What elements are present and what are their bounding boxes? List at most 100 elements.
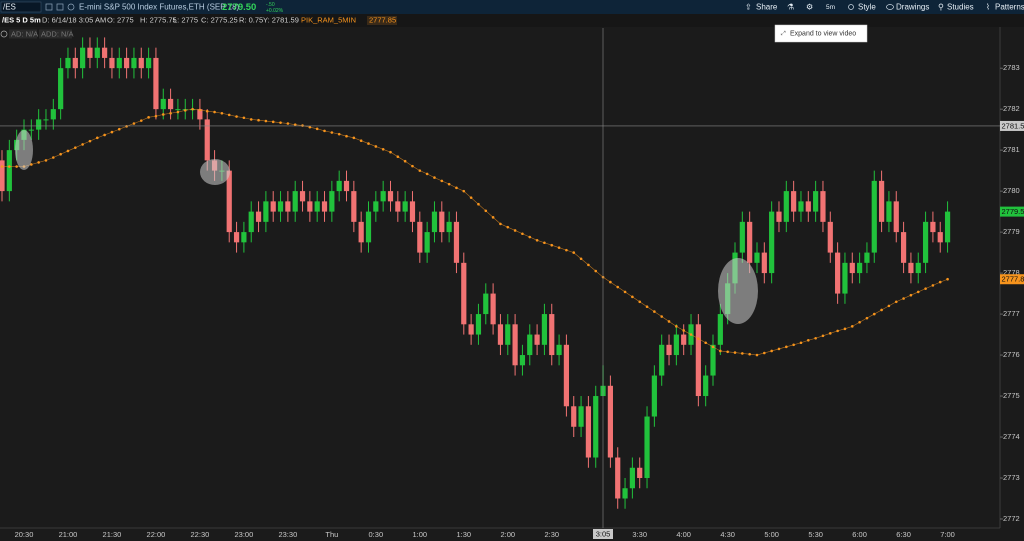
study-dot xyxy=(88,139,92,143)
study-dot xyxy=(528,235,532,239)
info-bar xyxy=(0,14,1024,27)
study-dot xyxy=(587,263,590,267)
candle-body xyxy=(109,57,115,69)
study-dot xyxy=(418,169,422,172)
candle-body xyxy=(659,344,665,376)
study-dot xyxy=(858,320,861,324)
candle-body xyxy=(387,191,394,202)
studies-button[interactable]: Studies xyxy=(947,3,974,12)
candle-body xyxy=(695,324,701,397)
x-tick-label: 20:30 xyxy=(15,530,34,539)
candle-body xyxy=(835,252,841,294)
symbol[interactable]: /ES xyxy=(3,3,16,12)
flask-icon[interactable]: ⚗ xyxy=(787,3,794,12)
drawings-button[interactable]: Drawings xyxy=(896,3,929,12)
style-icon[interactable] xyxy=(848,4,854,10)
candle-body xyxy=(65,57,71,69)
study-dot xyxy=(513,229,517,232)
x-tick-label: 23:00 xyxy=(234,530,253,539)
candle-body xyxy=(893,201,899,233)
candle-body xyxy=(241,232,247,243)
drawings-icon[interactable] xyxy=(886,4,894,10)
patterns-button[interactable]: Patterns xyxy=(995,3,1024,12)
candle-body xyxy=(519,355,526,366)
x-tick-label: 21:00 xyxy=(59,530,78,539)
candle-body xyxy=(321,201,328,212)
candle-body xyxy=(453,221,460,263)
study-dot xyxy=(579,257,583,261)
candle-body xyxy=(710,344,716,376)
symbol-box[interactable] xyxy=(0,1,42,13)
y-tick-label: 2781 xyxy=(1003,145,1020,154)
candle-body xyxy=(827,221,833,253)
candle-body xyxy=(879,180,885,222)
x-tick-label: 6:00 xyxy=(852,530,867,539)
icon[interactable] xyxy=(45,3,53,11)
info-close: C: 2775.25 xyxy=(201,15,238,24)
patterns-icon[interactable]: ⌇ xyxy=(986,3,990,12)
candle-body xyxy=(541,314,548,345)
candle-body xyxy=(915,262,921,274)
study-dot xyxy=(726,350,729,354)
y-tick-label: 2775 xyxy=(1003,391,1020,400)
study-dot xyxy=(814,336,817,340)
candle-body xyxy=(556,344,562,356)
study-dot xyxy=(103,133,106,137)
study-dot xyxy=(198,108,202,112)
price-tag-label: 2777.85 xyxy=(1002,275,1024,284)
tooltip[interactable] xyxy=(774,24,868,43)
candle-body xyxy=(446,221,452,233)
interval-button[interactable]: 5m xyxy=(826,4,835,11)
settings-icon[interactable]: ⚙ xyxy=(806,3,813,12)
study-dot xyxy=(345,134,348,138)
candle-body xyxy=(50,109,56,120)
toolbar xyxy=(0,0,1024,14)
study-dot xyxy=(924,287,927,290)
study-dot xyxy=(110,130,114,134)
studies-icon[interactable]: ⚲ xyxy=(938,3,944,12)
share-icon[interactable]: ⇪ xyxy=(745,3,752,12)
study-dot xyxy=(807,338,810,342)
info-title: /ES 5 D 5m xyxy=(2,15,41,24)
study-dot xyxy=(638,300,642,304)
icon[interactable] xyxy=(56,3,64,11)
candle-body xyxy=(307,201,313,212)
share-button[interactable]: Share xyxy=(756,3,778,12)
style-button[interactable]: Style xyxy=(858,3,876,12)
x-tick-label: 2:00 xyxy=(500,530,515,539)
study-name: PIK_RAM_5MIN xyxy=(301,15,356,24)
candle-body xyxy=(292,191,298,212)
study-dot xyxy=(257,118,260,122)
price-tag xyxy=(1000,274,1024,285)
study-dot xyxy=(660,315,663,318)
candle-body xyxy=(102,47,108,58)
info-icon[interactable] xyxy=(0,30,8,38)
candle-body xyxy=(673,334,679,356)
candle-body xyxy=(681,334,687,345)
study-dot xyxy=(946,277,949,281)
study-dot xyxy=(850,325,854,328)
study-dot xyxy=(308,125,312,129)
candle-body xyxy=(534,334,540,345)
candle-body xyxy=(116,57,122,69)
candle-body xyxy=(285,201,291,212)
candle-body xyxy=(754,252,760,263)
icon[interactable] xyxy=(67,3,75,11)
study-dot xyxy=(161,113,165,116)
study-dot xyxy=(66,149,70,153)
study-dot xyxy=(433,176,436,179)
study-dot xyxy=(909,293,913,297)
y-tick-label: 2780 xyxy=(1003,186,1020,195)
candle-body xyxy=(167,98,174,110)
candle-body xyxy=(255,211,262,222)
highlight xyxy=(718,258,758,324)
candle-body xyxy=(637,467,643,478)
study-dot xyxy=(279,121,282,124)
study-value-box xyxy=(367,16,397,25)
info-y: Y: 2781.59 xyxy=(263,15,299,24)
candle-body xyxy=(36,119,42,130)
tooltip-text[interactable]: Expand to view video xyxy=(790,30,856,37)
x-tick-label: 5:30 xyxy=(808,530,823,539)
candle-body xyxy=(233,232,240,243)
candle-body xyxy=(717,314,723,345)
